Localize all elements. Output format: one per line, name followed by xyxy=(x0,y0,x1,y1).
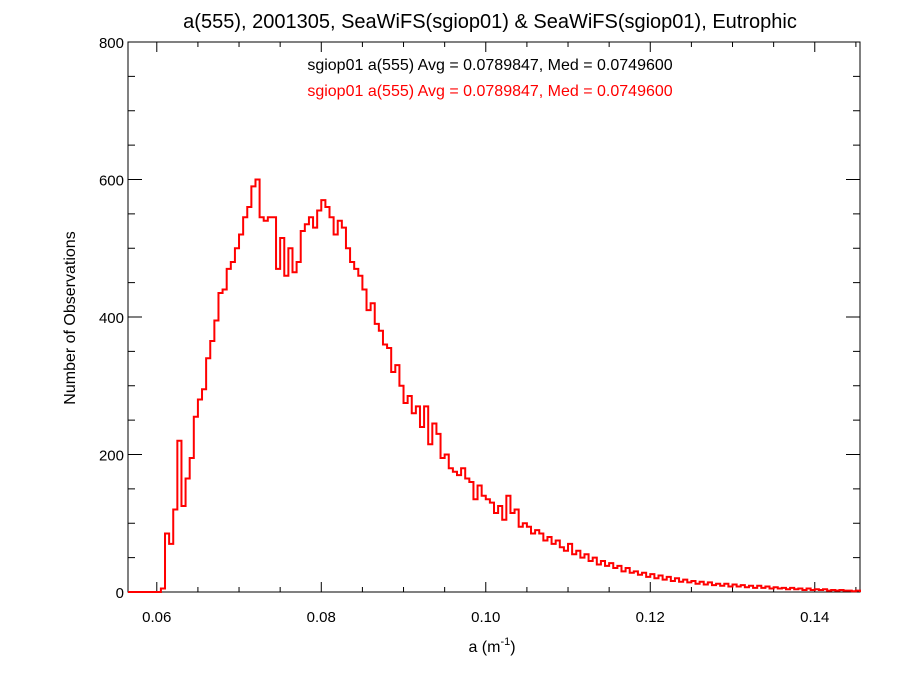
x-tick-label: 0.08 xyxy=(307,609,336,626)
y-tick-label: 200 xyxy=(99,448,124,465)
y-tick-label: 800 xyxy=(99,35,124,52)
histogram-series xyxy=(128,178,861,593)
y-tick-label: 600 xyxy=(99,173,124,190)
x-axis-label-main: a (m xyxy=(468,639,500,656)
x-axis-label: a (m-1) xyxy=(468,636,515,656)
x-tick-label: 0.12 xyxy=(636,609,665,626)
y-axis-ticks: 0 200 400 600 800 xyxy=(99,35,860,602)
x-tick-label: 0.14 xyxy=(800,609,829,626)
chart-title: a(555), 2001305, SeaWiFS(sgiop01) & SeaW… xyxy=(183,11,797,33)
x-axis-label-close: ) xyxy=(510,639,515,656)
series-group xyxy=(128,178,861,593)
annotation-black: sgiop01 a(555) Avg = 0.0789847, Med = 0.… xyxy=(307,57,672,74)
x-tick-label: 0.10 xyxy=(471,609,500,626)
annotation-red: sgiop01 a(555) Avg = 0.0789847, Med = 0.… xyxy=(307,83,672,100)
x-tick-label: 0.06 xyxy=(142,609,171,626)
y-axis-label: Number of Observations xyxy=(62,231,79,404)
y-tick-label: 400 xyxy=(99,310,124,327)
y-tick-label: 0 xyxy=(116,585,124,602)
x-axis-ticks: 0.06 0.08 0.10 0.12 0.14 xyxy=(142,42,857,626)
x-axis-label-sup: -1 xyxy=(500,636,510,648)
